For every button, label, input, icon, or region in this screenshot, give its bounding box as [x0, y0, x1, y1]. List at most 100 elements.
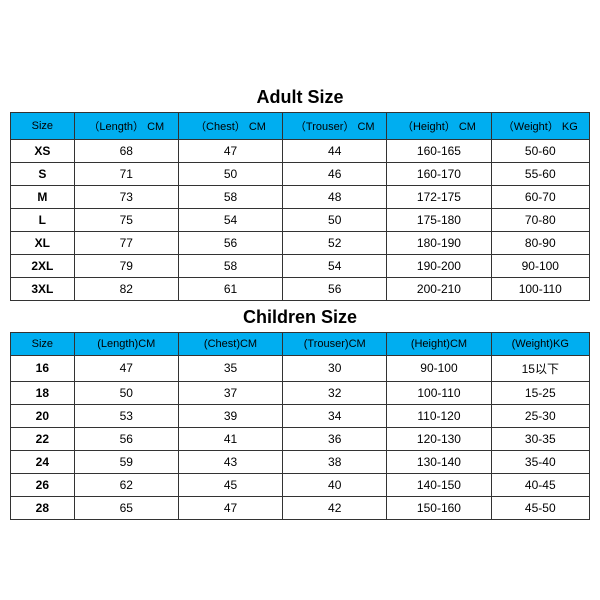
table-row: M735848172-17560-70 — [11, 185, 590, 208]
adult-title: Adult Size — [10, 81, 590, 112]
table-cell: 39 — [178, 404, 282, 427]
adult-col-size: Size — [11, 112, 75, 139]
table-cell: 50 — [283, 208, 387, 231]
table-cell: 15以下 — [491, 355, 589, 381]
table-cell: 50 — [74, 381, 178, 404]
children-title: Children Size — [10, 301, 590, 332]
table-cell: 36 — [283, 427, 387, 450]
table-cell: 100-110 — [387, 381, 491, 404]
adult-col-trouser: （Trouser） CM — [283, 112, 387, 139]
table-cell: 15-25 — [491, 381, 589, 404]
table-cell: 40 — [283, 473, 387, 496]
table-cell: 140-150 — [387, 473, 491, 496]
table-row: 28654742150-16045-50 — [11, 496, 590, 519]
table-cell: 3XL — [11, 277, 75, 300]
table-cell: 70-80 — [491, 208, 589, 231]
adult-col-height: （Height） CM — [387, 112, 491, 139]
page-container: Adult Size Size （Length） CM （Chest） CM （… — [0, 0, 600, 600]
table-row: 20533934110-12025-30 — [11, 404, 590, 427]
table-row: 1647353090-10015以下 — [11, 355, 590, 381]
table-cell: XL — [11, 231, 75, 254]
table-cell: 77 — [74, 231, 178, 254]
table-row: 2XL795854190-20090-100 — [11, 254, 590, 277]
table-cell: 55-60 — [491, 162, 589, 185]
table-cell: 110-120 — [387, 404, 491, 427]
table-cell: 120-130 — [387, 427, 491, 450]
table-cell: 172-175 — [387, 185, 491, 208]
children-header-row: Size (Length)CM (Chest)CM (Trouser)CM (H… — [11, 332, 590, 355]
table-cell: 26 — [11, 473, 75, 496]
table-cell: 53 — [74, 404, 178, 427]
children-tbody: 1647353090-10015以下18503732100-11015-2520… — [11, 355, 590, 519]
adult-table: Size （Length） CM （Chest） CM （Trouser） CM… — [10, 112, 590, 301]
table-cell: 58 — [178, 254, 282, 277]
table-cell: 32 — [283, 381, 387, 404]
table-cell: 60-70 — [491, 185, 589, 208]
table-row: 18503732100-11015-25 — [11, 381, 590, 404]
tables-container: Adult Size Size （Length） CM （Chest） CM （… — [10, 81, 590, 520]
table-row: 26624540140-15040-45 — [11, 473, 590, 496]
table-cell: 45 — [178, 473, 282, 496]
table-cell: 38 — [283, 450, 387, 473]
table-cell: 90-100 — [491, 254, 589, 277]
table-cell: 2XL — [11, 254, 75, 277]
children-table: Size (Length)CM (Chest)CM (Trouser)CM (H… — [10, 332, 590, 520]
table-cell: 150-160 — [387, 496, 491, 519]
table-cell: 52 — [283, 231, 387, 254]
table-cell: 40-45 — [491, 473, 589, 496]
table-cell: 130-140 — [387, 450, 491, 473]
table-cell: 73 — [74, 185, 178, 208]
table-cell: 41 — [178, 427, 282, 450]
table-cell: 22 — [11, 427, 75, 450]
table-cell: 54 — [283, 254, 387, 277]
table-cell: 80-90 — [491, 231, 589, 254]
table-cell: 90-100 — [387, 355, 491, 381]
table-cell: 100-110 — [491, 277, 589, 300]
table-cell: 56 — [283, 277, 387, 300]
table-cell: 30-35 — [491, 427, 589, 450]
table-cell: 65 — [74, 496, 178, 519]
children-col-length: (Length)CM — [74, 332, 178, 355]
table-cell: 190-200 — [387, 254, 491, 277]
table-row: S715046160-17055-60 — [11, 162, 590, 185]
table-cell: 82 — [74, 277, 178, 300]
children-col-height: (Height)CM — [387, 332, 491, 355]
table-cell: 18 — [11, 381, 75, 404]
table-cell: 160-170 — [387, 162, 491, 185]
table-cell: XS — [11, 139, 75, 162]
table-cell: 75 — [74, 208, 178, 231]
table-cell: 62 — [74, 473, 178, 496]
table-cell: 56 — [178, 231, 282, 254]
children-col-weight: (Weight)KG — [491, 332, 589, 355]
adult-col-chest: （Chest） CM — [178, 112, 282, 139]
table-cell: 42 — [283, 496, 387, 519]
table-cell: 59 — [74, 450, 178, 473]
table-cell: L — [11, 208, 75, 231]
table-cell: 28 — [11, 496, 75, 519]
table-cell: 30 — [283, 355, 387, 381]
table-cell: 47 — [178, 496, 282, 519]
table-cell: 25-30 — [491, 404, 589, 427]
table-cell: 48 — [283, 185, 387, 208]
table-cell: 50-60 — [491, 139, 589, 162]
table-cell: 20 — [11, 404, 75, 427]
table-cell: 68 — [74, 139, 178, 162]
table-cell: 35 — [178, 355, 282, 381]
table-cell: 45-50 — [491, 496, 589, 519]
table-cell: 71 — [74, 162, 178, 185]
table-cell: 47 — [178, 139, 282, 162]
table-cell: M — [11, 185, 75, 208]
table-row: XS684744160-16550-60 — [11, 139, 590, 162]
table-cell: 200-210 — [387, 277, 491, 300]
adult-col-weight: （Weight） KG — [491, 112, 589, 139]
table-cell: 56 — [74, 427, 178, 450]
table-row: 3XL826156200-210100-110 — [11, 277, 590, 300]
table-cell: 175-180 — [387, 208, 491, 231]
table-cell: 35-40 — [491, 450, 589, 473]
table-cell: 61 — [178, 277, 282, 300]
adult-col-length: （Length） CM — [74, 112, 178, 139]
adult-tbody: XS684744160-16550-60S715046160-17055-60M… — [11, 139, 590, 300]
table-row: 22564136120-13030-35 — [11, 427, 590, 450]
table-cell: 54 — [178, 208, 282, 231]
table-cell: 58 — [178, 185, 282, 208]
